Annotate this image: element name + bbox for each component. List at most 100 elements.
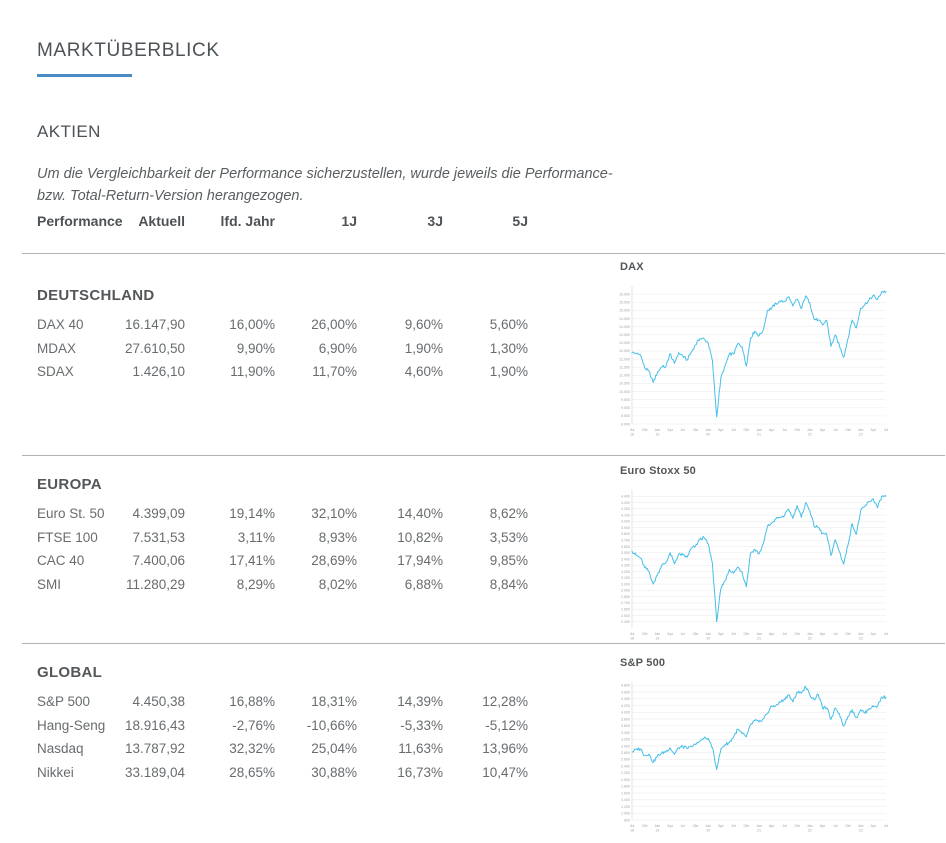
x-axis-year-label: 20 (706, 637, 710, 641)
x-axis-tick-label: Jul (833, 428, 838, 432)
x-axis-tick-label: Jul (833, 824, 838, 828)
index-value: 6,88% (404, 576, 443, 592)
x-axis-year-label: 19 (655, 829, 659, 833)
y-axis-tick-label: 2.600 (621, 607, 630, 611)
index-label: CAC 40 (37, 553, 85, 569)
chart-title: Euro Stoxx 50 (620, 465, 696, 477)
index-value: 16.147,90 (124, 317, 185, 333)
x-axis-tick-label: Apr (871, 632, 877, 636)
divider-europa (22, 455, 945, 456)
x-axis-tick-label: Jul (630, 824, 635, 828)
x-axis-tick-label: Jan (858, 824, 864, 828)
column-header-5j: 5J (512, 213, 528, 229)
y-axis-tick-label: 2.800 (621, 751, 630, 755)
x-axis-tick-label: Jul (884, 824, 889, 828)
y-axis-tick-label: 4.800 (621, 684, 630, 688)
x-axis-tick-label: Jul (731, 824, 736, 828)
price-line (631, 290, 887, 418)
title-accent-bar (37, 74, 132, 77)
index-label: DAX 40 (37, 317, 84, 333)
index-value: 1.426,10 (132, 364, 185, 380)
index-value: 7.531,53 (132, 529, 185, 545)
index-value: 8,29% (236, 576, 275, 592)
index-value: 9,85% (489, 553, 528, 569)
table-row: S&P 500 4.450,38 16,88% 18,31% 14,39% 12,28% (37, 690, 528, 714)
chart-canvas: 16.000 15.500 15.000 14.500 14.000 13.500 13.0… (619, 286, 888, 437)
x-axis-tick-label: Jan (807, 428, 813, 432)
index-value: -10,66% (306, 717, 357, 733)
x-axis-tick-label: Okt (794, 824, 800, 828)
y-axis-tick-label: 3.400 (621, 731, 630, 735)
x-axis-tick-label: Jul (782, 824, 787, 828)
index-value: 7.400,06 (132, 553, 185, 569)
x-axis-tick-label: Jul (731, 428, 736, 432)
column-header-1j: 1J (341, 213, 357, 229)
x-axis-tick-label: Okt (693, 632, 699, 636)
index-value: -2,76% (232, 717, 275, 733)
x-axis-year-label: 22 (808, 433, 812, 437)
x-axis-tick-label: Jul (680, 632, 685, 636)
x-axis-tick-label: Apr (871, 824, 877, 828)
performance-table-header: Performance Aktuell lfd. Jahr 1J 3J 5J (37, 213, 528, 229)
x-axis-tick-label: Jan (858, 428, 864, 432)
index-value: 4.450,38 (132, 694, 185, 710)
x-axis-tick-label: Jul (630, 428, 635, 432)
y-axis-tick-label: 12.000 (619, 357, 630, 361)
y-axis-tick-label: 1.800 (621, 785, 630, 789)
region-group-title: GLOBAL (37, 664, 103, 681)
y-axis-tick-label: 2.600 (621, 758, 630, 762)
x-axis-tick-label: Jan (807, 632, 813, 636)
index-value: 25,04% (311, 741, 357, 757)
x-axis-year-label: 18 (630, 433, 634, 437)
y-axis-tick-label: 3.200 (621, 570, 630, 574)
index-label: Hang-Seng (37, 717, 106, 733)
table-row: MDAX 27.610,50 9,90% 6,90% 1,90% 1,30% (37, 337, 528, 361)
x-axis-tick-label: Apr (718, 428, 724, 432)
y-axis-tick-label: 3.000 (621, 744, 630, 748)
x-axis-tick-label: Jan (807, 824, 813, 828)
y-axis-tick-label: 3.800 (621, 717, 630, 721)
x-axis-tick-label: Okt (794, 428, 800, 432)
x-axis-tick-label: Apr (718, 632, 724, 636)
index-value: 27.610,50 (124, 340, 185, 356)
index-value: 30,88% (311, 764, 357, 780)
performance-note-line2: bzw. Total-Return-Version herangezogen. (37, 187, 304, 204)
index-label: SMI (37, 576, 62, 592)
y-axis-tick-label: 12.500 (619, 349, 630, 353)
x-axis-year-label: 21 (757, 829, 761, 833)
index-value: 4.399,09 (132, 506, 185, 522)
index-value: 8,93% (318, 529, 357, 545)
y-axis-tick-label: 2.200 (621, 771, 630, 775)
index-value: 13.787,92 (124, 741, 185, 757)
chart-title: DAX (620, 261, 644, 273)
x-axis-tick-label: Apr (769, 428, 775, 432)
index-value: 10,82% (397, 529, 443, 545)
y-axis-tick-label: 4.400 (621, 495, 630, 499)
y-axis-tick-label: 4.100 (621, 513, 630, 517)
y-axis-tick-label: 9.500 (621, 398, 630, 402)
index-value: 4,60% (404, 364, 443, 380)
index-value: 9,60% (404, 317, 443, 333)
y-axis-tick-label: 16.000 (619, 292, 630, 296)
index-value: 13,96% (482, 741, 528, 757)
x-axis-tick-label: Okt (744, 632, 750, 636)
index-value: 1,30% (489, 340, 528, 356)
column-header-3j: 3J (427, 213, 443, 229)
y-axis-tick-label: 8.500 (621, 414, 630, 418)
y-axis-tick-label: 13.000 (619, 341, 630, 345)
x-axis-tick-label: Okt (693, 428, 699, 432)
index-value: 12,28% (482, 694, 528, 710)
y-axis-tick-label: 4.000 (621, 520, 630, 524)
y-axis-tick-label: 800 (624, 818, 630, 822)
index-value: 18,31% (311, 694, 357, 710)
index-value: 28,69% (311, 553, 357, 569)
table-row: FTSE 100 7.531,53 3,11% 8,93% 10,82% 3,53% (37, 526, 528, 550)
index-value: 6,90% (318, 340, 357, 356)
index-value: 32,32% (229, 741, 275, 757)
table-row: Nikkei 33.189,04 28,65% 30,88% 16,73% 10,47% (37, 761, 528, 785)
table-row: Euro St. 50 4.399,09 19,14% 32,10% 14,40% 8,6… (37, 502, 528, 526)
y-axis-tick-label: 10.000 (619, 390, 630, 394)
chart-canvas: 4.400 4.300 4.200 4.100 4.000 3.900 3.800 3.700… (621, 490, 888, 641)
x-axis-year-label: 19 (655, 637, 659, 641)
region-group-deutschland: DEUTSCHLAND DAX 40 16.147,90 16,00% 26,00% 9,… (37, 287, 528, 384)
